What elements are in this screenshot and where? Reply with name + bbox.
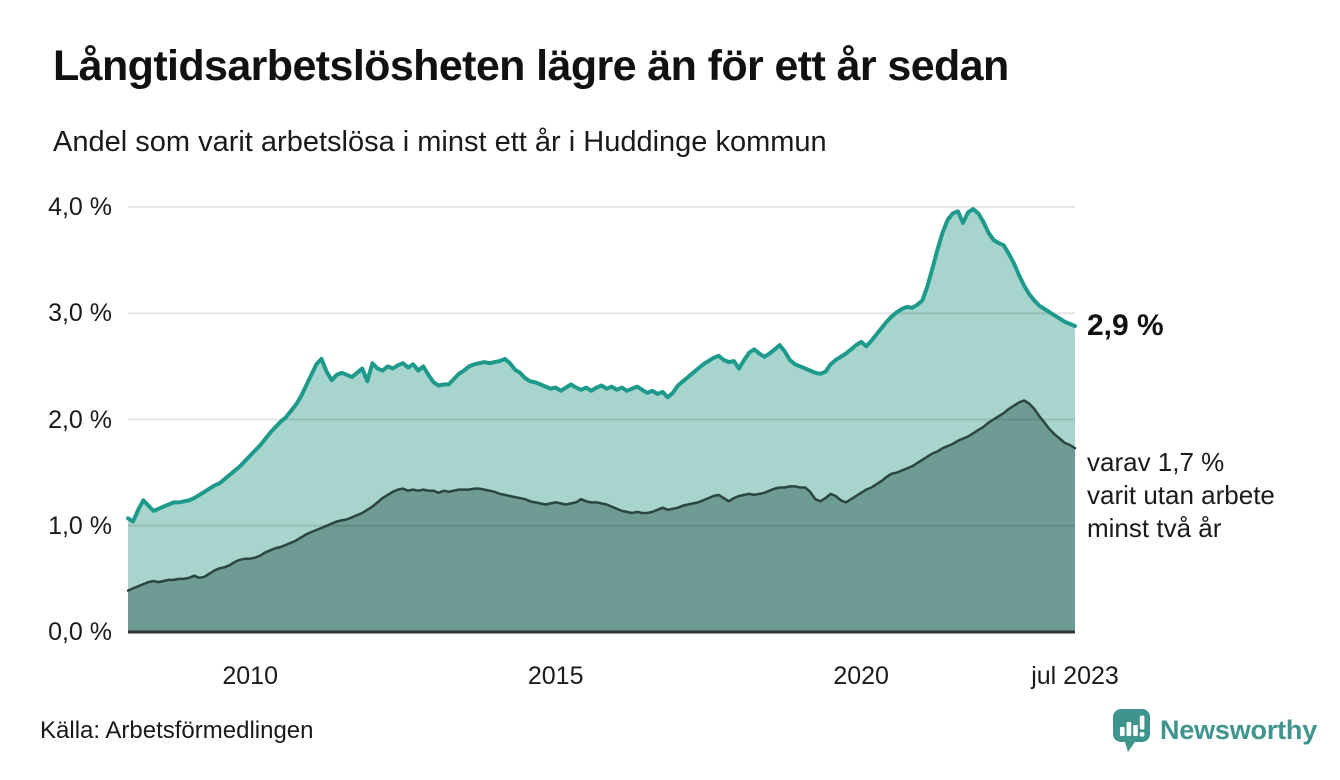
x-tick-2015: 2015 [527,662,584,690]
page-title: Långtidsarbetslösheten lägre än för ett … [53,42,1009,90]
x-tick-jul-2023: jul 2023 [1031,662,1119,690]
secondary-annotation-line1: varav 1,7 % [1087,447,1225,478]
x-tick-2010: 2010 [222,662,278,690]
secondary-annotation: varav 1,7 % varit utan arbete minst två … [1087,446,1275,545]
y-tick-2: 2,0 % [48,405,112,434]
secondary-annotation-line2: varit utan arbete [1087,480,1275,511]
source-credit: Källa: Arbetsförmedlingen [40,717,314,744]
y-tick-0: 0,0 % [48,618,112,646]
page-subtitle: Andel som varit arbetslösa i minst ett å… [53,126,827,158]
newsworthy-wordmark: Newsworthy [1160,715,1318,745]
latest-value-annotation: 2,9 % [1087,309,1164,342]
newsworthy-icon [1112,708,1151,753]
newsworthy-logo: Newsworthy [1112,708,1317,753]
y-tick-3: 3,0 % [48,299,112,328]
secondary-annotation-line3: minst två år [1087,513,1222,544]
y-tick-1: 1,0 % [48,511,112,540]
x-tick-2020: 2020 [833,662,889,690]
y-tick-4: 4,0 % [48,193,112,221]
